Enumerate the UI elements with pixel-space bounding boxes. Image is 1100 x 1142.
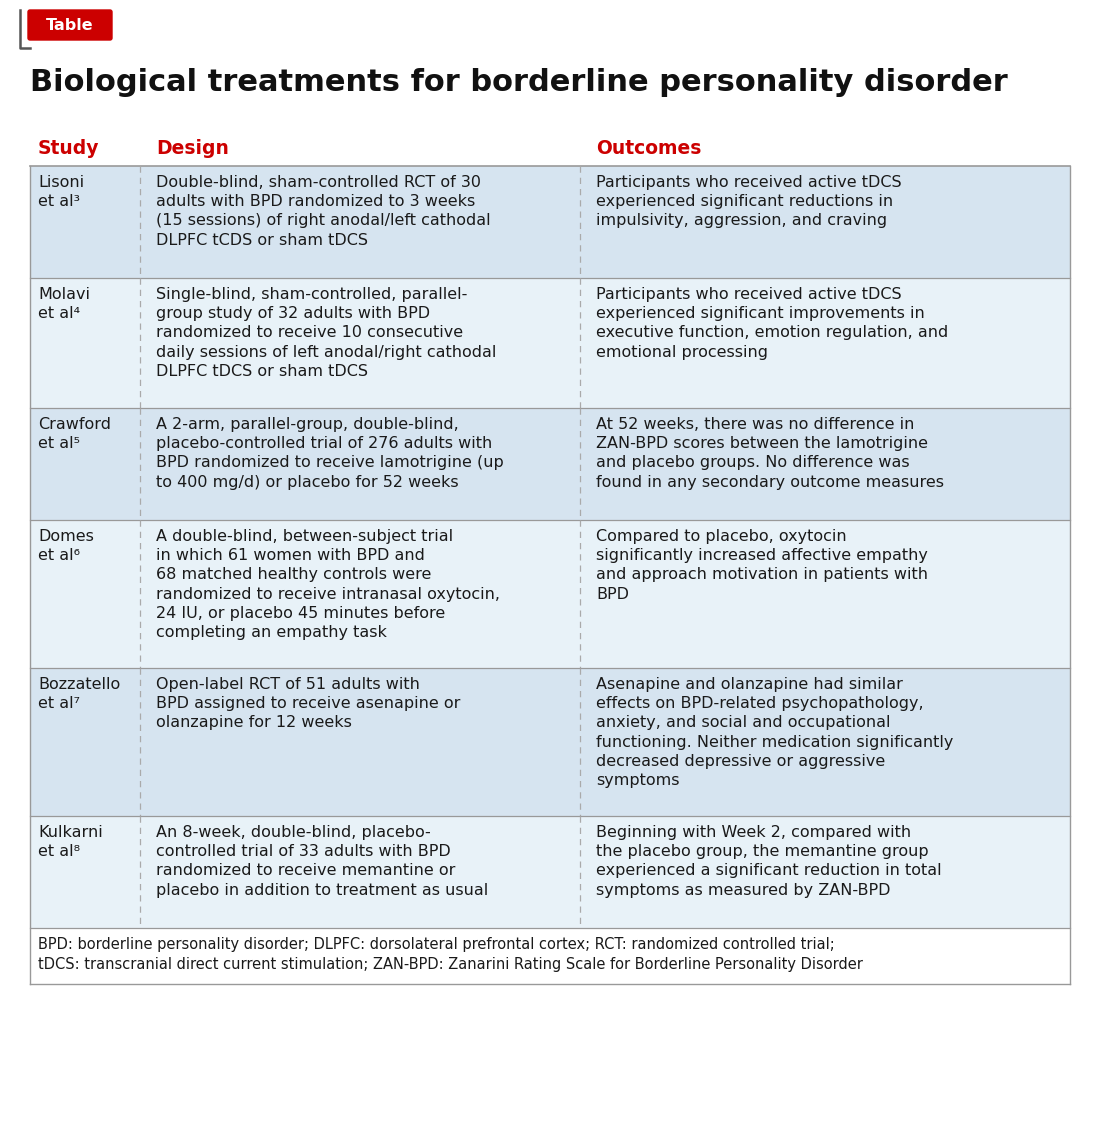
Text: Open-label RCT of 51 adults with
BPD assigned to receive asenapine or
olanzapine: Open-label RCT of 51 adults with BPD ass… <box>156 677 461 731</box>
Text: Bozzatello
et al⁷: Bozzatello et al⁷ <box>39 677 120 711</box>
Text: Crawford
et al⁵: Crawford et al⁵ <box>39 417 111 451</box>
Text: Biological treatments for borderline personality disorder: Biological treatments for borderline per… <box>30 69 1008 97</box>
Text: Participants who received active tDCS
experienced significant improvements in
ex: Participants who received active tDCS ex… <box>596 287 948 360</box>
Text: A 2-arm, parallel-group, double-blind,
placebo-controlled trial of 276 adults wi: A 2-arm, parallel-group, double-blind, p… <box>156 417 504 490</box>
Text: Lisoni
et al³: Lisoni et al³ <box>39 175 84 209</box>
Text: A double-blind, between-subject trial
in which 61 women with BPD and
68 matched : A double-blind, between-subject trial in… <box>156 529 501 640</box>
Text: At 52 weeks, there was no difference in
ZAN-BPD scores between the lamotrigine
a: At 52 weeks, there was no difference in … <box>596 417 944 490</box>
Text: Single-blind, sham-controlled, parallel-
group study of 32 adults with BPD
rando: Single-blind, sham-controlled, parallel-… <box>156 287 496 379</box>
FancyBboxPatch shape <box>28 10 112 40</box>
Text: Design: Design <box>156 139 229 158</box>
Bar <box>30 520 1070 668</box>
Text: Compared to placebo, oxytocin
significantly increased affective empathy
and appr: Compared to placebo, oxytocin significan… <box>596 529 928 602</box>
Text: BPD: borderline personality disorder; DLPFC: dorsolateral prefrontal cortex; RCT: BPD: borderline personality disorder; DL… <box>39 936 862 972</box>
Bar <box>30 408 1070 520</box>
Bar <box>30 668 1070 817</box>
Text: An 8-week, double-blind, placebo-
controlled trial of 33 adults with BPD
randomi: An 8-week, double-blind, placebo- contro… <box>156 825 488 898</box>
Text: Domes
et al⁶: Domes et al⁶ <box>39 529 94 563</box>
Text: Outcomes: Outcomes <box>596 139 702 158</box>
Bar <box>30 817 1070 928</box>
Text: Kulkarni
et al⁸: Kulkarni et al⁸ <box>39 825 102 859</box>
Text: Double-blind, sham-controlled RCT of 30
adults with BPD randomized to 3 weeks
(1: Double-blind, sham-controlled RCT of 30 … <box>156 175 491 248</box>
Text: Participants who received active tDCS
experienced significant reductions in
impu: Participants who received active tDCS ex… <box>596 175 902 228</box>
Text: Study: Study <box>39 139 99 158</box>
Text: Beginning with Week 2, compared with
the placebo group, the memantine group
expe: Beginning with Week 2, compared with the… <box>596 825 942 898</box>
Bar <box>30 278 1070 408</box>
Bar <box>30 166 1070 278</box>
Bar <box>30 928 1070 984</box>
Text: Asenapine and olanzapine had similar
effects on BPD-related psychopathology,
anx: Asenapine and olanzapine had similar eff… <box>596 677 954 788</box>
Text: Molavi
et al⁴: Molavi et al⁴ <box>39 287 90 321</box>
Text: Table: Table <box>46 18 94 33</box>
